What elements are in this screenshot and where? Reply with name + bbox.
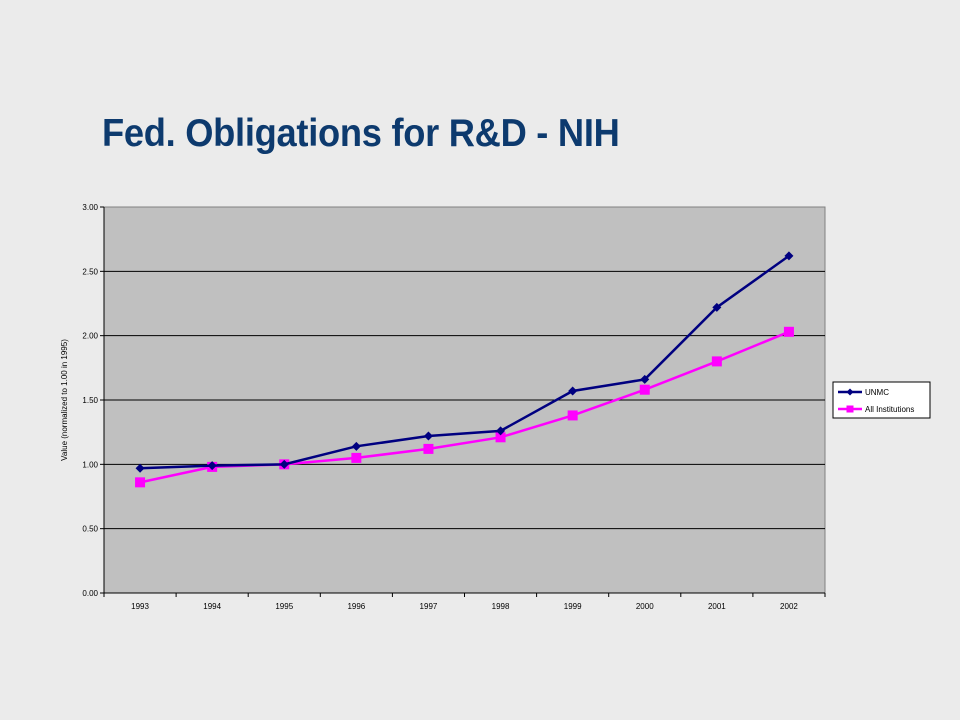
x-tick-label: 1998 — [492, 602, 510, 611]
x-tick-label: 2002 — [780, 602, 798, 611]
data-point — [783, 326, 794, 337]
data-point — [568, 386, 578, 396]
x-tick-labels: 1993 1994 1995 1996 1997 1998 1999 2000 2001 2002 — [131, 602, 798, 611]
legend-label: UNMC — [865, 388, 889, 397]
legend-label: All Institutions — [865, 405, 914, 414]
y-tick-label: 0.00 — [82, 589, 98, 598]
series-group — [135, 251, 794, 488]
legend: UNMC All Institutions — [832, 381, 931, 419]
x-tick-label: 1995 — [275, 602, 293, 611]
data-point — [351, 452, 362, 463]
data-point — [567, 410, 578, 421]
legend-marker — [846, 388, 854, 396]
data-point — [711, 356, 722, 367]
series-unmc — [135, 251, 794, 473]
y-tick-label: 3.00 — [82, 203, 98, 212]
data-point — [639, 384, 650, 395]
data-point — [423, 431, 433, 441]
y-tick-label: 0.50 — [82, 525, 98, 534]
data-point — [135, 463, 145, 473]
y-tick-label: 1.00 — [82, 460, 98, 469]
data-point — [640, 374, 650, 384]
y-tick-label: 2.50 — [82, 267, 98, 276]
x-tick-label: 1999 — [564, 602, 582, 611]
axes — [100, 206, 826, 597]
x-tick-label: 1996 — [347, 602, 365, 611]
data-point — [496, 426, 506, 436]
x-tick-label: 2001 — [708, 602, 726, 611]
x-tick-label: 2000 — [636, 602, 654, 611]
y-tick-label: 1.50 — [82, 396, 98, 405]
data-point — [495, 432, 506, 443]
data-point — [712, 302, 722, 312]
y-tick-labels: 0.00 0.50 1.00 1.50 2.00 2.50 3.00 — [82, 203, 98, 598]
series-line — [140, 254, 790, 470]
data-point — [207, 461, 217, 471]
y-tick-label: 2.00 — [82, 332, 98, 341]
data-point — [351, 441, 361, 451]
slide-title: Fed. Obligations for R&D - NIH — [102, 112, 620, 155]
data-point — [784, 251, 794, 261]
x-tick-label: 1997 — [420, 602, 438, 611]
data-point — [279, 459, 289, 469]
x-tick-label: 1994 — [203, 602, 221, 611]
legend-marker — [846, 405, 854, 413]
data-point — [423, 443, 434, 454]
data-point — [135, 477, 146, 488]
x-tick-label: 1993 — [131, 602, 149, 611]
y-axis-label: Value (normalized to 1.00 in 1995) — [60, 339, 69, 461]
